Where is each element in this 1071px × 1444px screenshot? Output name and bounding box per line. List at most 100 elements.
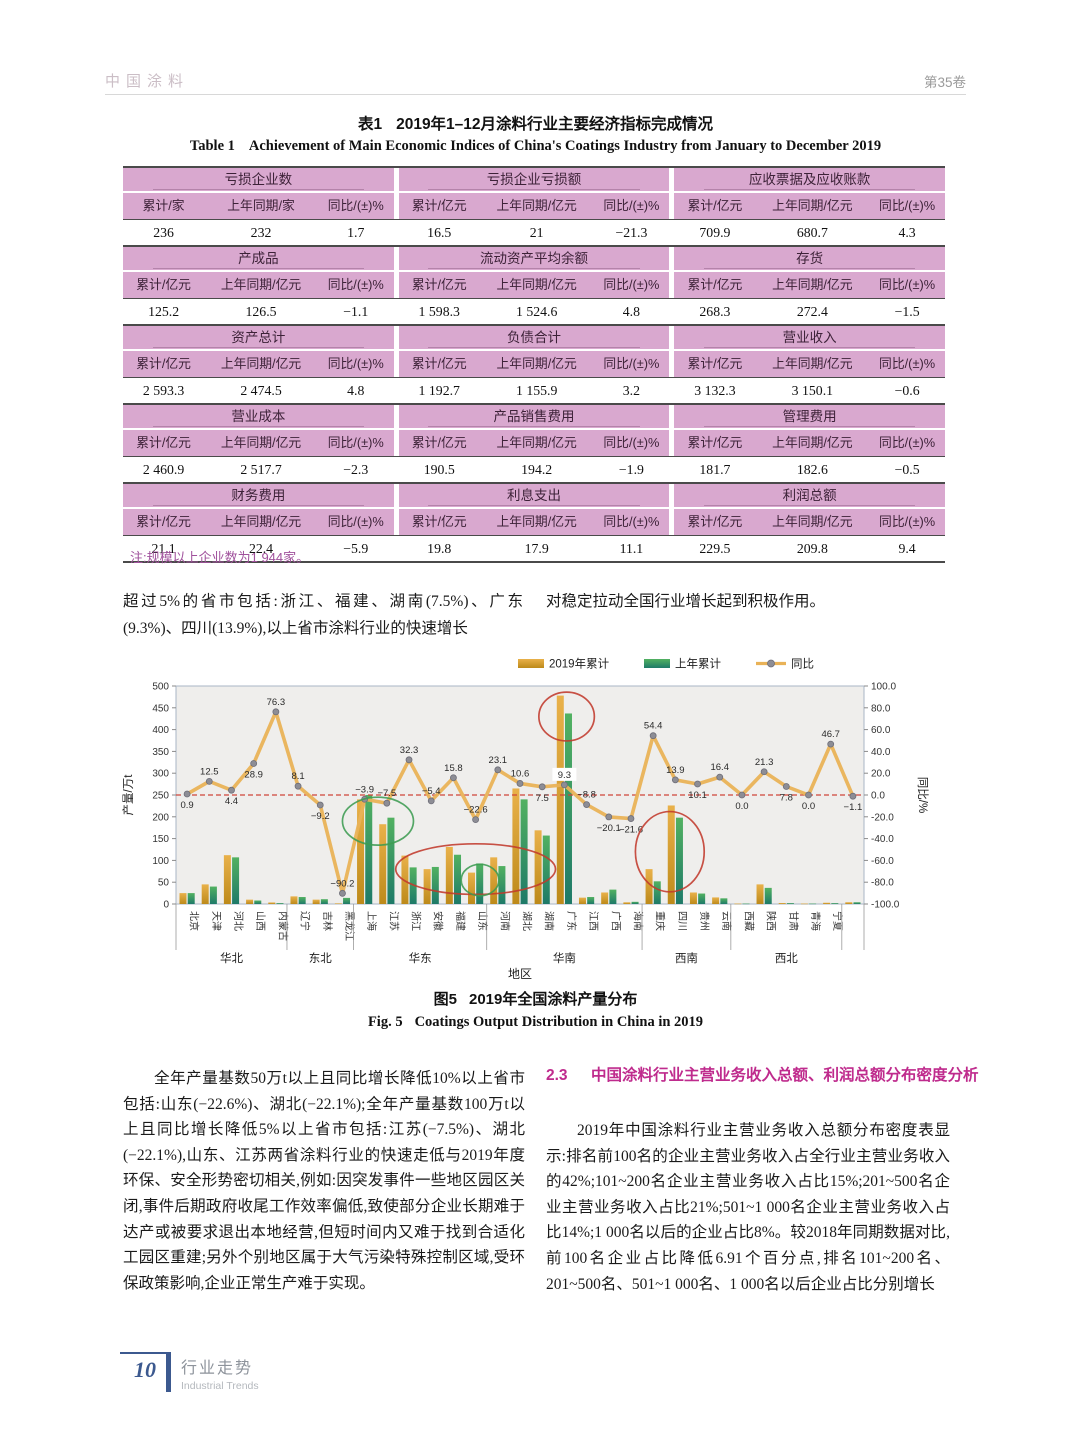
table-data-row: 21.1 22.4 −5.9 19.8 17.9 11.1 229.5 209.8 9.4	[123, 535, 945, 561]
table-data-row: 236 232 1.7 16.5 21 −21.3 709.9 680.7 4.3	[123, 219, 945, 245]
table-value-cell: 181.7	[699, 462, 731, 477]
table-group-title: 应收票据及应收账款	[674, 168, 945, 191]
table-column-header: 同比/(±)%	[603, 356, 660, 371]
x-axis-tick: 宁夏	[831, 911, 844, 931]
section-2-3-heading: 2.3 中国涂料行业主营业务收入总额、利润总额分布密度分析	[546, 1064, 995, 1088]
yoy-data-label: 15.8	[444, 763, 463, 774]
x-axis-tick: 天津	[210, 911, 222, 931]
yoy-data-label: 76.3	[267, 697, 286, 708]
table-column-header: 累计/亿元	[687, 514, 743, 529]
table-column-header: 累计/亿元	[136, 435, 191, 450]
x-axis-tick: 上海	[365, 911, 378, 931]
yoy-marker	[427, 797, 435, 805]
yoy-data-label: 12.5	[200, 766, 219, 777]
footer-bar	[166, 1352, 171, 1392]
bar-2019	[645, 869, 653, 904]
yoy-marker	[494, 766, 502, 774]
x-axis-tick: 甘肃	[787, 911, 800, 931]
bar-2019	[756, 884, 764, 904]
table-value-cell: 3 132.3	[694, 383, 736, 398]
x-axis-tick: 山东	[476, 911, 489, 931]
x-axis-tick: 辽宁	[299, 911, 312, 931]
yoy-marker	[538, 783, 546, 791]
table-value-cell: −1.9	[618, 462, 644, 477]
left-axis-title: 产量/万t	[121, 774, 135, 816]
footer-labels: 行业走势 Industrial Trends	[181, 1352, 259, 1392]
yoy-data-label: −9.2	[311, 811, 330, 822]
bar-prev-year	[520, 799, 528, 904]
bar-prev-year	[187, 893, 195, 904]
yoy-marker	[560, 781, 568, 789]
table-column-header: 上年同期/亿元	[496, 198, 577, 213]
yoy-marker	[805, 791, 812, 799]
table-value-cell: 3.2	[622, 383, 641, 398]
x-axis-title: 地区	[508, 967, 532, 981]
footer-section-en: Industrial Trends	[181, 1380, 259, 1392]
table-value-cell: 232	[250, 225, 272, 240]
table-column-header: 累计/亿元	[136, 356, 191, 371]
table-group-row: 营业成本 产品销售费用 管理费用	[123, 403, 945, 428]
table-column-header: 同比/(±)%	[327, 356, 384, 371]
paragraph-lower-left: 全年产量基数50万t以上且同比增长降低10%以上省市包括:山东(−22.6%)、…	[123, 1070, 525, 1292]
table-value-cell: 709.9	[699, 225, 731, 240]
table-column-header: 累计/亿元	[411, 356, 467, 371]
table-group-row: 亏损企业数 亏损企业亏损额 应收票据及应收账款	[123, 166, 945, 191]
table-column-header: 累计/亿元	[411, 514, 467, 529]
table-column-header: 同比/(±)%	[879, 435, 936, 450]
yoy-marker	[694, 780, 701, 788]
yoy-marker	[272, 708, 280, 716]
bar-prev-year	[675, 817, 683, 904]
table-value-cell: 19.8	[427, 541, 452, 556]
yoy-data-label: 0.0	[802, 801, 815, 812]
yoy-data-label: 54.4	[644, 721, 663, 732]
bar-2019	[357, 799, 365, 904]
region-label: 华东	[409, 951, 432, 965]
right-axis-tick: 20.0	[871, 769, 891, 780]
table-value-cell: 1.7	[347, 225, 365, 240]
figure5-label-en: Fig. 5	[367, 1014, 403, 1030]
x-axis-tick: 河南	[498, 911, 511, 931]
annotation-ellipse	[538, 691, 596, 742]
table-value-cell: −0.5	[894, 462, 920, 477]
yoy-marker	[405, 756, 413, 764]
table-column-header: 同比/(±)%	[327, 435, 384, 450]
table-value-cell: 680.7	[796, 225, 828, 240]
table-value-cell: −2.3	[343, 462, 369, 477]
table-column-header: 累计/家	[142, 198, 185, 213]
x-axis-tick: 江苏	[387, 911, 400, 931]
table-data-row: 125.2 126.5 −1.1 1 598.3 1 524.6 4.8 268.3 272.…	[123, 298, 945, 324]
x-axis-tick: 内蒙古	[276, 911, 289, 941]
yoy-data-label: 8.1	[291, 771, 304, 782]
yoy-marker	[450, 774, 457, 782]
yoy-marker	[516, 780, 524, 787]
legend-label-yoy: 同比	[791, 658, 814, 671]
left-axis-tick: 350	[152, 747, 169, 758]
table-group-title: 亏损企业数	[123, 168, 394, 191]
annotation-ellipse	[634, 810, 706, 893]
x-axis-tick: 安徽	[432, 911, 445, 931]
right-axis-tick: 40.0	[871, 747, 891, 758]
table-column-header: 上年同期/亿元	[772, 435, 853, 450]
table-column-header: 累计/亿元	[136, 277, 191, 292]
bar-2019	[845, 902, 853, 904]
table-value-cell: 190.5	[423, 462, 455, 477]
table-column-header: 上年同期/亿元	[772, 356, 853, 371]
right-axis-tick: -20.0	[871, 812, 894, 823]
table-group-title: 利润总额	[674, 484, 945, 507]
bar-2019	[623, 902, 631, 904]
bar-prev-year	[653, 881, 661, 904]
bar-prev-year	[742, 903, 750, 905]
right-axis-title: 同比/%	[916, 777, 929, 813]
x-axis-tick: 广西	[609, 911, 621, 931]
table-value-cell: 22.4	[248, 541, 274, 556]
x-axis-tick: 河北	[232, 911, 244, 931]
table-group-row: 资产总计 负债合计 营业收入	[123, 324, 945, 349]
yoy-data-label: 0.0	[735, 801, 748, 812]
table-value-cell: 11.1	[619, 541, 644, 556]
table-column-header: 上年同期/亿元	[220, 514, 302, 529]
table-value-cell: 2 460.9	[142, 462, 185, 477]
table-group-title: 利息支出	[398, 484, 670, 507]
x-axis-tick: 黑龙江	[343, 911, 356, 941]
annotation-ellipse	[460, 863, 500, 897]
yoy-data-label: −5.4	[422, 786, 441, 797]
